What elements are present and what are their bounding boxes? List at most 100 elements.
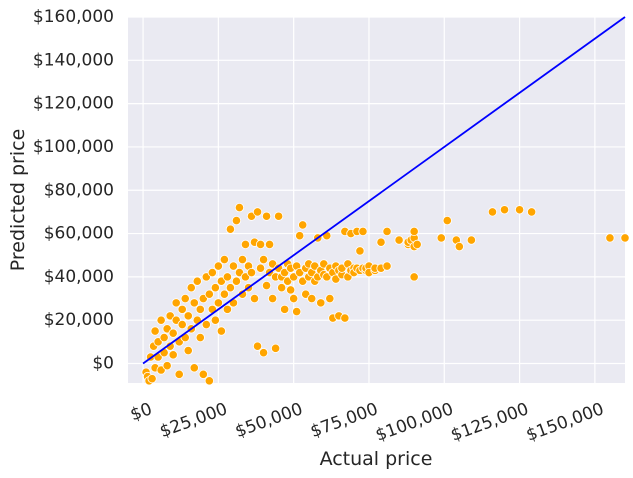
data-point <box>213 261 223 271</box>
data-point <box>252 341 263 351</box>
data-point <box>150 326 160 336</box>
data-point <box>292 306 302 317</box>
data-point <box>412 239 422 249</box>
data-point <box>201 319 211 330</box>
data-point <box>225 224 236 234</box>
data-point <box>258 254 269 265</box>
data-point <box>442 215 452 226</box>
data-point <box>219 254 229 265</box>
data-point <box>376 237 386 247</box>
data-point <box>183 345 193 356</box>
data-point <box>222 304 232 314</box>
data-point <box>186 283 196 293</box>
data-point <box>307 293 317 304</box>
data-point <box>210 315 220 325</box>
data-point <box>195 332 205 343</box>
data-point <box>177 319 187 330</box>
data-point <box>225 283 236 293</box>
data-point <box>207 267 217 278</box>
data-point <box>409 272 419 282</box>
y-gridlines <box>128 16 625 365</box>
data-point <box>255 239 266 249</box>
data-point <box>240 239 251 249</box>
data-point <box>219 289 229 299</box>
data-point <box>620 233 630 243</box>
data-point <box>249 293 260 304</box>
data-point <box>246 267 257 278</box>
data-point <box>177 304 187 314</box>
x-tick-label: $100,000 <box>373 399 456 446</box>
data-point <box>156 315 166 325</box>
data-point <box>280 304 290 314</box>
y-tick-label: $20,000 <box>44 310 114 330</box>
y-tick-label: $140,000 <box>33 50 114 70</box>
data-point <box>216 326 226 336</box>
data-point <box>267 293 278 304</box>
data-point <box>264 239 275 249</box>
data-point <box>487 207 498 217</box>
data-point <box>252 207 263 217</box>
data-point <box>222 272 232 282</box>
data-point <box>382 261 392 271</box>
data-point <box>195 304 205 314</box>
data-point <box>527 207 537 217</box>
y-tick-label: $60,000 <box>44 224 114 244</box>
y-tick-label: $80,000 <box>44 180 114 200</box>
data-point <box>234 202 245 213</box>
y-tick-label: $100,000 <box>33 137 114 157</box>
data-point <box>204 289 214 299</box>
data-point <box>261 211 272 221</box>
data-point <box>189 363 199 373</box>
data-point <box>255 263 266 273</box>
data-point <box>258 348 269 358</box>
x-tick-labels: $0 $25,000 $50,000 $75,000$100,000$125,000$… <box>128 399 607 446</box>
y-tick-label: $0 <box>92 354 114 374</box>
data-point <box>436 233 446 243</box>
data-point <box>286 285 296 295</box>
x-tick-label: $125,000 <box>448 399 531 446</box>
data-point <box>168 328 178 338</box>
data-point <box>210 283 220 293</box>
data-point <box>174 369 184 379</box>
data-point <box>394 235 404 245</box>
data-point <box>204 376 214 386</box>
reference-line <box>142 16 626 365</box>
data-point <box>159 332 169 343</box>
data-point <box>499 205 510 215</box>
y-tick-label: $160,000 <box>33 7 114 27</box>
x-tick-label: $0 <box>128 399 155 425</box>
data-point <box>298 220 308 230</box>
x-axis-title: Actual price <box>320 448 433 470</box>
y-axis-title: Predicted price <box>7 129 29 272</box>
data-point <box>454 241 464 252</box>
x-tick-label: $75,000 <box>308 399 381 442</box>
data-point <box>466 235 476 245</box>
data-point <box>274 211 284 221</box>
data-points <box>141 202 630 386</box>
data-point <box>213 298 223 308</box>
data-point <box>171 298 181 308</box>
data-point <box>409 226 419 237</box>
data-point <box>168 350 178 360</box>
data-point <box>162 361 172 371</box>
data-point <box>192 276 202 286</box>
data-point <box>289 293 299 304</box>
data-point <box>358 226 368 237</box>
x-gridlines <box>142 17 596 383</box>
data-point <box>605 233 615 243</box>
data-point <box>270 343 281 353</box>
plot-background <box>128 17 625 383</box>
y-tick-label: $120,000 <box>33 94 114 114</box>
data-point <box>231 215 242 226</box>
data-point <box>261 280 272 291</box>
data-point <box>355 246 365 256</box>
data-point <box>316 298 326 308</box>
data-point <box>231 276 242 286</box>
x-tick-label: $50,000 <box>233 399 306 442</box>
data-point <box>183 311 193 321</box>
data-point <box>180 293 190 304</box>
data-point <box>277 283 287 293</box>
data-point <box>189 298 199 308</box>
y-tick-label: $40,000 <box>44 267 114 287</box>
data-point <box>147 374 157 384</box>
